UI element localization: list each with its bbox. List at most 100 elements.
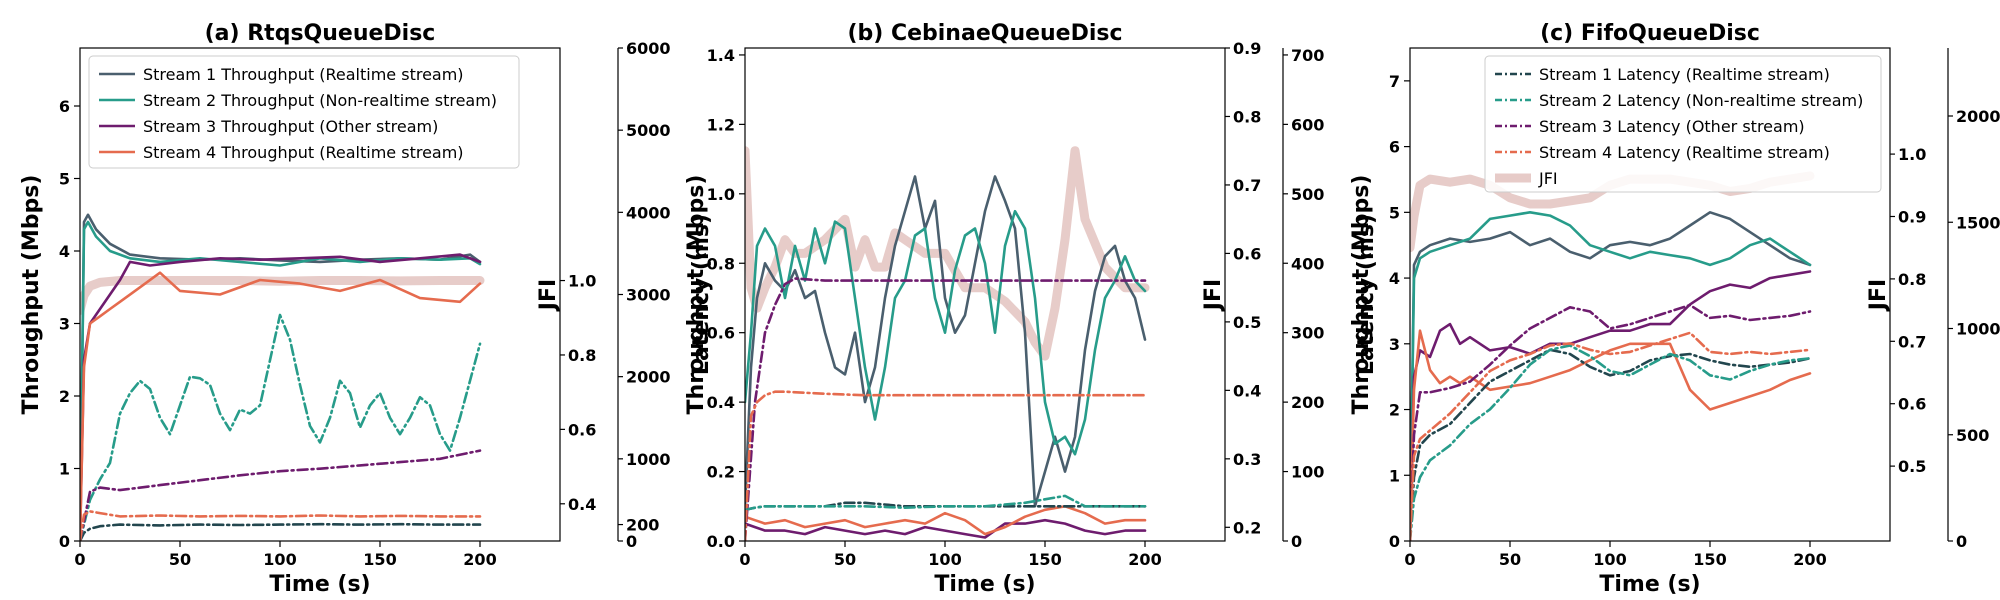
x-tick-label: 0	[1404, 550, 1415, 569]
series-line-stream-1-throughput-realtime-stream	[1410, 211, 1812, 541]
series-line-stream-2-throughput-non-realtime-stream	[1410, 211, 1812, 541]
series-line-stream-2-latency-non-realtime-stream	[1410, 344, 1812, 541]
latency-tick-label: 100	[1291, 463, 1324, 482]
latency-tick-label: 0	[1956, 532, 1967, 551]
y-tick-label: 0	[1389, 532, 1400, 551]
jfi-axis-label: JFI	[1866, 279, 1891, 312]
x-tick-label: 50	[169, 550, 191, 569]
latency-tick-label: 2000	[626, 368, 671, 387]
y-axis-label: Throughput (Mbps)	[19, 175, 44, 415]
y-tick-label: 1.0	[707, 185, 735, 204]
latency-tick-label: 0	[626, 532, 637, 551]
latency-axis-label: Latency (ms)	[689, 214, 714, 375]
x-tick-label: 100	[1593, 550, 1626, 569]
series-line-stream-1-throughput-realtime-stream	[745, 175, 1147, 508]
legend-box	[88, 55, 520, 169]
legend-label: Stream 4 Throughput (Realtime stream)	[143, 143, 464, 162]
plot-frame	[79, 47, 561, 542]
series-line-stream-4-throughput-realtime-stream	[80, 271, 482, 541]
jfi-tick-label: 0.6	[1233, 244, 1261, 263]
series-line-stream-3-throughput-other-stream	[80, 253, 482, 541]
y-tick-label: 3	[59, 315, 70, 334]
latency-tick-label: 300	[1291, 324, 1324, 343]
legend: Stream 1 Throughput (Realtime stream) Str…	[88, 55, 520, 169]
x-axis-label: Time (s)	[1599, 572, 1700, 597]
latency-tick-label: 3000	[626, 286, 671, 305]
y-tick-label: 0	[59, 532, 70, 551]
x-tick-label: 50	[834, 550, 856, 569]
x-tick-label: 0	[74, 550, 85, 569]
series-line-jfi	[745, 146, 1150, 361]
y-tick-label: 0.0	[707, 532, 735, 551]
y-axis-label: Throughput (Mbps)	[684, 175, 709, 415]
x-tick-label: 200	[1128, 550, 1161, 569]
latency-tick-label: 0	[1291, 532, 1302, 551]
jfi-axis-label: JFI	[536, 279, 561, 312]
plot-frame	[744, 47, 1226, 542]
jfi-tick-label: 0.6	[1898, 395, 1926, 414]
legend-label: Stream 2 Throughput (Non-realtime stream…	[143, 91, 497, 110]
y-tick-label: 0.8	[707, 254, 735, 273]
jfi-tick-label: 0.4	[1233, 381, 1261, 400]
series-group	[80, 213, 485, 541]
chart-panel-2: (b) CebinaeQueueDisc 0 50 100 150 200 0.0 0.2 0.…	[684, 21, 1379, 597]
y-tick-label: 6	[1389, 138, 1400, 157]
series-line-stream-1-latency-realtime-stream	[80, 522, 482, 541]
jfi-tick-label: 0.6	[568, 420, 596, 439]
x-tick-label: 200	[463, 550, 496, 569]
y-tick-label: 1	[1389, 466, 1400, 485]
legend-label: JFI	[1538, 169, 1558, 188]
jfi-tick-label: 0.8	[568, 346, 596, 365]
latency-tick-label: 5000	[626, 121, 671, 140]
jfi-tick-label: 0.9	[1233, 39, 1261, 58]
x-tick-label: 150	[363, 550, 396, 569]
series-line-stream-4-throughput-realtime-stream	[745, 504, 1147, 536]
series-line-stream-4-latency-realtime-stream	[1410, 331, 1812, 541]
jfi-tick-label: 1.0	[568, 272, 596, 291]
latency-axis-label: Latency (ms)	[1354, 214, 1379, 375]
x-axis-label: Time (s)	[269, 572, 370, 597]
latency-tick-label: 1000	[1956, 320, 2000, 339]
chart-title: (c) FifoQueueDisc	[1540, 21, 1760, 46]
legend-label: Stream 3 Throughput (Other stream)	[143, 117, 438, 136]
legend-label: Stream 1 Latency (Realtime stream)	[1539, 65, 1830, 84]
y-tick-label: 6	[59, 97, 70, 116]
series-line-jfi	[80, 276, 485, 315]
jfi-tick-label: 0.4	[568, 495, 596, 514]
series-line-stream-1-latency-realtime-stream	[1410, 348, 1812, 541]
x-tick-label: 100	[928, 550, 961, 569]
latency-tick-label: 500	[1956, 426, 1989, 445]
series-line-stream-4-latency-realtime-stream	[80, 510, 482, 541]
latency-tick-label: 500	[1291, 185, 1324, 204]
y-tick-label: 1	[59, 460, 70, 479]
latency-tick-label: 700	[1291, 46, 1324, 65]
jfi-tick-label: 0.7	[1233, 176, 1261, 195]
legend: Stream 1 Latency (Realtime stream) Stream…	[1484, 55, 1882, 193]
latency-tick-label: 2000	[1956, 107, 2000, 126]
x-tick-label: 150	[1028, 550, 1061, 569]
jfi-tick-label: 0.8	[1898, 270, 1926, 289]
jfi-tick-label: 0.5	[1898, 457, 1926, 476]
jfi-tick-label: 0.8	[1233, 107, 1261, 126]
jfi-tick-label: 0.2	[1233, 518, 1261, 537]
jfi-tick-label: 0.7	[1898, 332, 1926, 351]
x-tick-label: 200	[1793, 550, 1826, 569]
y-tick-label: 0.6	[707, 324, 735, 343]
y-tick-label: 0.4	[707, 393, 735, 412]
x-tick-label: 0	[739, 550, 750, 569]
legend-label: Stream 4 Latency (Realtime stream)	[1539, 143, 1830, 162]
plot-frame	[1409, 47, 1891, 542]
series-line-stream-3-latency-other-stream	[1410, 303, 1812, 541]
x-axis-label: Time (s)	[934, 572, 1035, 597]
y-tick-label: 5	[1389, 203, 1400, 222]
latency-tick-label: 200	[1291, 393, 1324, 412]
legend-label: Stream 1 Throughput (Realtime stream)	[143, 65, 464, 84]
series-group	[745, 146, 1150, 541]
jfi-tick-label: 1.0	[1898, 145, 1926, 164]
y-tick-label: 2	[59, 387, 70, 406]
series-line-stream-3-latency-other-stream	[80, 449, 482, 541]
series-line-stream-4-latency-realtime-stream	[745, 390, 1147, 541]
y-tick-label: 1.4	[707, 46, 735, 65]
y-tick-label: 2	[1389, 401, 1400, 420]
